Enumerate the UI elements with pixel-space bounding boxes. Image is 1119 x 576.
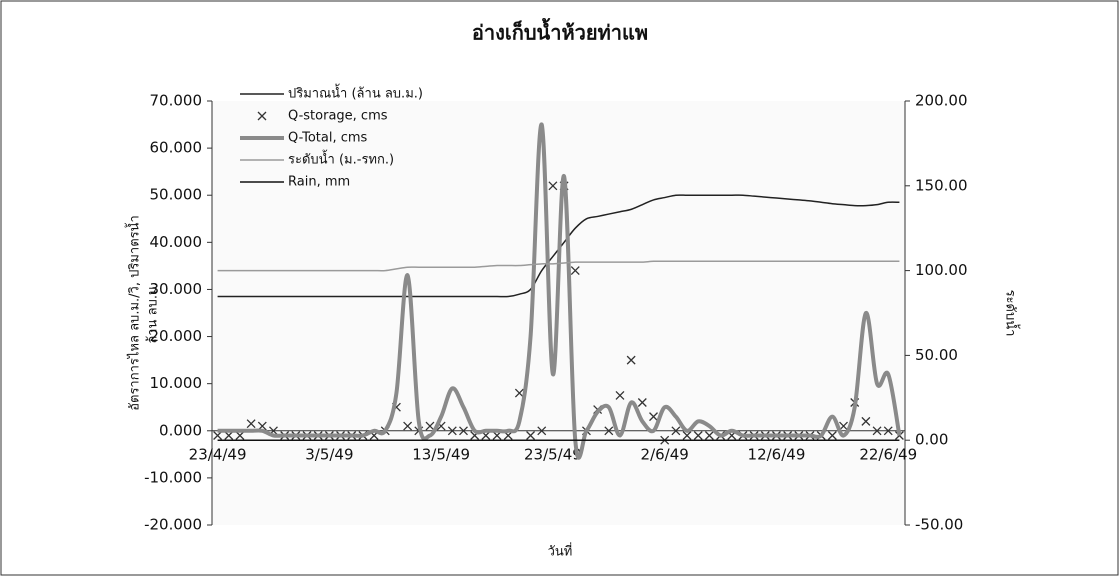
y-tick-label: 10.000 [150,374,203,392]
marker [883,426,893,436]
y2-tick-label: 0.00 [915,431,948,449]
x-tick-label: 23/4/49 [189,445,247,463]
y-tick-label: 0.000 [159,421,202,439]
marker [548,181,558,191]
y-tick-label: 30.000 [150,280,203,298]
y-tick-label: 50.000 [150,186,203,204]
y-tick-label: 70.000 [150,92,203,110]
y-tick-label: 40.000 [150,233,203,251]
marker [649,412,658,422]
marker [894,431,904,440]
y-tick-label: -20.000 [144,516,202,534]
y2-tick-label: 150.00 [915,176,968,194]
marker [604,426,614,436]
x-tick-label: 2/6/49 [641,445,689,463]
legend-label: Q-storage, cms [288,109,388,124]
marker [425,421,435,431]
marker [704,431,714,440]
chart-title: อ่างเก็บน้ำห้วยท่าแพ [472,18,648,45]
legend-label: ระดับน้ำ (ม.-รทก.) [288,150,394,168]
legend-marker [257,111,267,121]
y-tick-label: -10.000 [144,468,202,486]
y-axis-label: ล้าน ลบ.ม. [146,282,161,343]
marker [447,426,457,436]
legend-label: Rain, mm [288,175,350,190]
marker [213,431,223,440]
legend-label: Q-Total, cms [288,131,368,146]
marker [827,431,837,440]
series-line [217,122,902,460]
marker [235,431,245,440]
x-tick-label: 22/6/49 [859,445,917,463]
marker [514,388,524,398]
x-axis-label: วันที่ [548,543,573,560]
marker [537,426,547,436]
x-tick-label: 3/5/49 [305,445,353,463]
marker [671,426,681,436]
marker [682,431,692,440]
marker [459,426,468,436]
x-tick-label: 23/5/49 [524,445,582,463]
x-tick-label: 13/5/49 [412,445,470,463]
marker [615,390,625,400]
x-tick-label: 12/6/49 [748,445,806,463]
y2-axis-label: ระดับน้ำ [1003,290,1021,337]
y-axis-label: อัตราการไหล ลบ.ม./วิ, ปริมาตรน้ำ [125,215,143,411]
marker [526,431,536,440]
y2-tick-label: 200.00 [915,92,968,110]
marker [693,431,703,440]
marker [637,398,647,407]
marker [403,421,413,431]
marker [861,416,871,426]
marker [626,355,636,365]
marker [872,426,882,436]
y2-tick-label: 50.00 [915,346,958,364]
marker [246,419,256,429]
marker [570,266,580,276]
y2-tick-label: -50.00 [915,516,963,534]
y-tick-label: 20.000 [150,327,203,345]
series-line [217,260,900,272]
y2-tick-label: 100.00 [915,261,968,279]
marker [224,431,234,440]
legend-label: ปริมาณน้ำ (ล้าน ลบ.ม.) [288,84,423,102]
y-tick-label: 60.000 [150,139,203,157]
